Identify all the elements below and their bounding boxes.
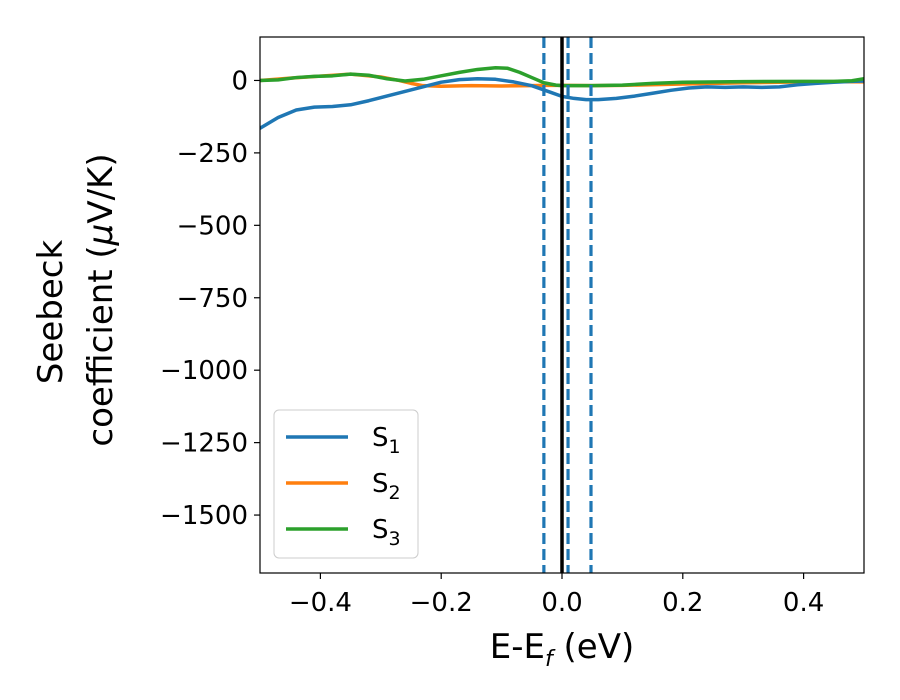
y-tick-label: −750 bbox=[177, 284, 248, 314]
legend-label-s3: S3 bbox=[372, 515, 401, 550]
y-ticks: 0 −250 −500 −750 −1000 −1250 −1500 bbox=[160, 66, 260, 531]
x-tick-label: −0.4 bbox=[289, 588, 352, 618]
y-axis-label-line1: Seebeck bbox=[31, 240, 71, 385]
series-line-s1 bbox=[260, 76, 864, 131]
x-tick-label: 0.0 bbox=[541, 588, 582, 618]
x-axis-label-main: E-E bbox=[490, 627, 545, 667]
x-ticks: −0.4 −0.2 0.0 0.2 0.4 bbox=[289, 573, 824, 618]
legend-label-s1: S1 bbox=[372, 423, 401, 458]
series-line-s3 bbox=[260, 65, 864, 88]
legend: S1 S2 S3 bbox=[273, 409, 419, 559]
y-tick-label: −1500 bbox=[160, 501, 248, 531]
series-layer bbox=[260, 65, 864, 131]
x-axis-label-rest: (eV) bbox=[553, 627, 635, 667]
vertical-lines-layer bbox=[542, 37, 593, 573]
y-tick-label: −500 bbox=[177, 211, 248, 241]
y-tick-label: −1250 bbox=[160, 429, 248, 459]
legend-entries: S1 S2 S3 bbox=[286, 423, 401, 550]
x-tick-label: 0.4 bbox=[783, 588, 824, 618]
y-axis-label-suffix: V/K) bbox=[81, 153, 121, 223]
x-axis-label-sub: f bbox=[545, 647, 556, 672]
y-tick-label: −1000 bbox=[160, 356, 248, 386]
y-axis-label: Seebeck coefficient (μV/K) bbox=[31, 153, 121, 446]
y-axis-label-mu: μ bbox=[81, 224, 121, 247]
x-tick-label: 0.2 bbox=[662, 588, 703, 618]
y-tick-label: 0 bbox=[231, 66, 248, 96]
x-tick-label: −0.2 bbox=[410, 588, 473, 618]
y-tick-label: −250 bbox=[177, 139, 248, 169]
legend-label-s2: S2 bbox=[372, 469, 401, 504]
y-axis-label-prefix: coefficient ( bbox=[81, 245, 121, 446]
x-axis-label: E-Ef (eV) bbox=[490, 627, 635, 672]
y-axis-label-line2: coefficient (μV/K) bbox=[81, 153, 121, 446]
